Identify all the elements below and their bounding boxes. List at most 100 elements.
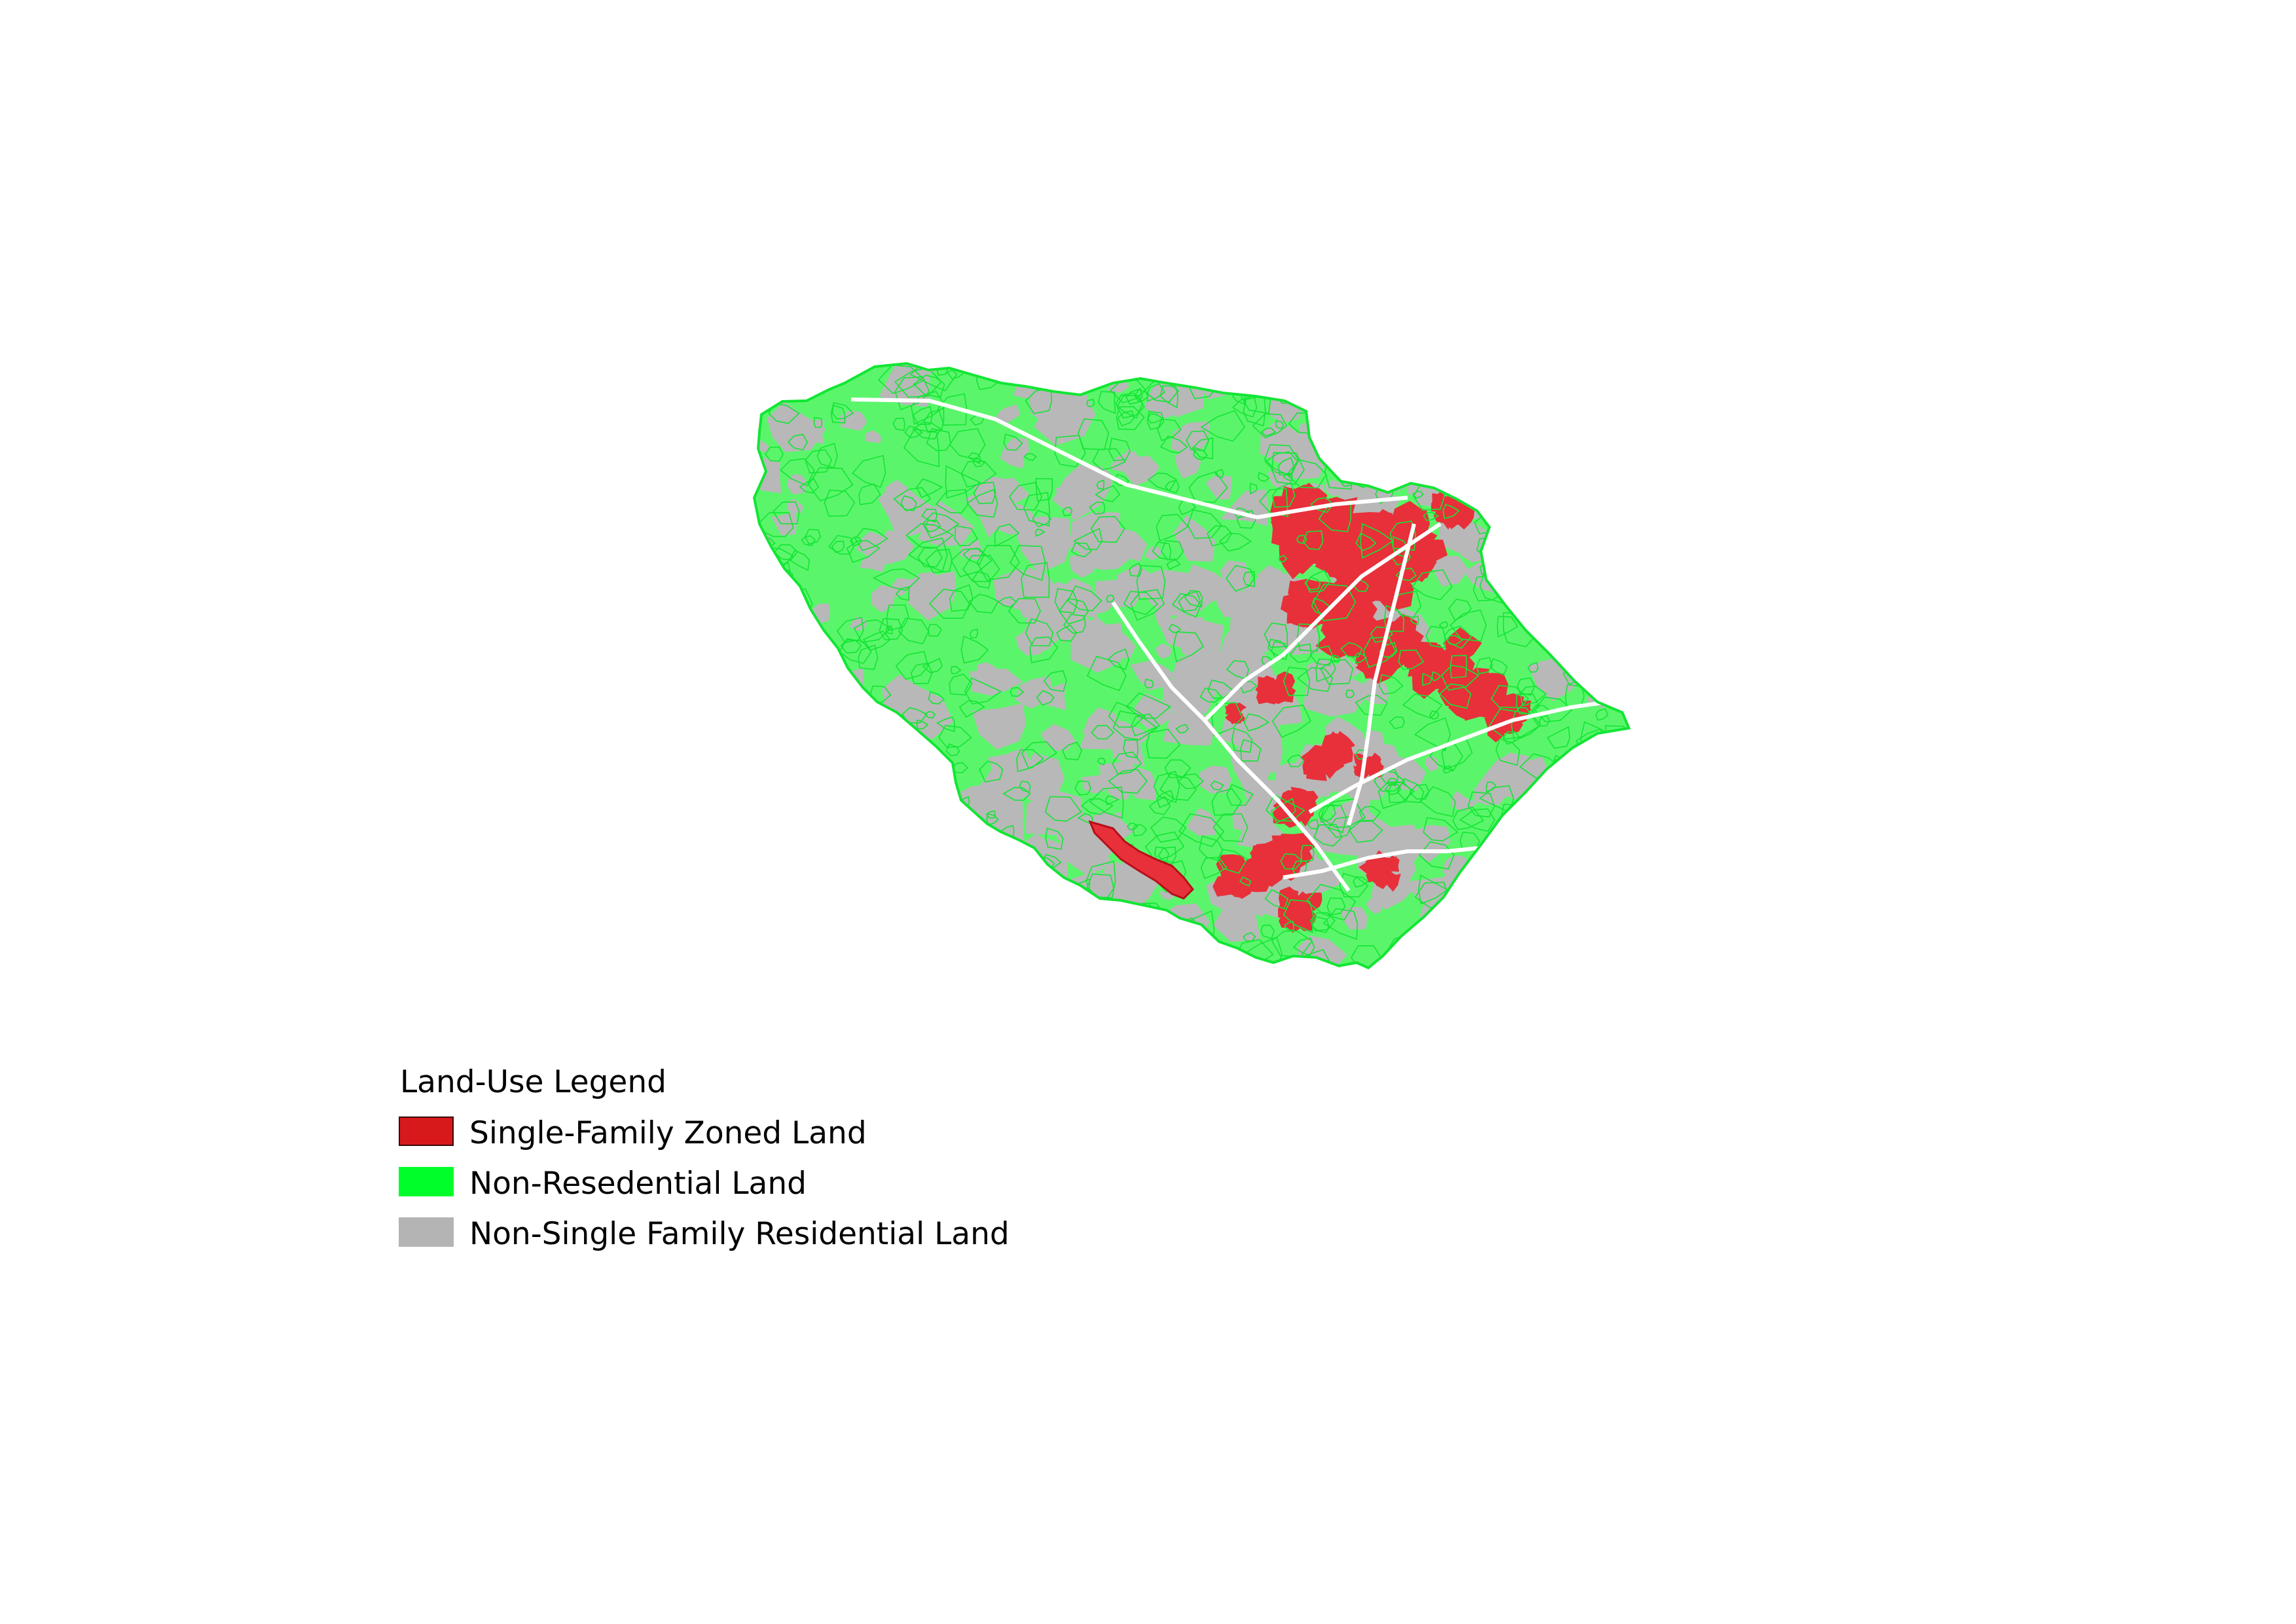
parcel-boundary (1096, 479, 1104, 490)
residential-parcel (1130, 661, 1175, 691)
parcel-boundary (1594, 461, 1619, 478)
parcel-boundary (1556, 831, 1586, 860)
residential-parcel (754, 648, 779, 683)
parcel-boundary (1129, 563, 1142, 577)
parcel-boundary (1034, 894, 1046, 905)
parcel-boundary (928, 691, 945, 705)
parcel-boundary (1106, 595, 1115, 603)
parcel-boundary (1492, 831, 1510, 850)
parcel-boundary (1590, 750, 1608, 771)
parcel-boundary (951, 872, 962, 882)
parcel-boundary (1529, 392, 1551, 410)
parcel-boundary (1601, 857, 1629, 886)
parcel-boundary (973, 912, 1004, 936)
parcel-boundary (1282, 363, 1311, 385)
parcel-boundary (884, 938, 907, 960)
parcel-boundary (757, 595, 784, 624)
single-family-parcel (1296, 912, 1313, 931)
residential-parcel (909, 902, 938, 932)
parcel-boundary (1567, 837, 1601, 859)
parcel-boundary (805, 449, 833, 474)
parcel-boundary (1332, 443, 1351, 461)
parcel-boundary (1285, 366, 1300, 380)
legend-label-non-single-family-residential: Non-Single Family Residential Land (469, 1216, 1010, 1252)
parcel-boundary (1508, 935, 1528, 962)
parcel-boundary (808, 467, 854, 502)
residential-parcel (1133, 693, 1175, 729)
residential-parcel (885, 769, 913, 797)
parcel-boundary (1159, 385, 1179, 409)
parcel-boundary (1192, 932, 1205, 944)
parcel-boundary (930, 894, 955, 910)
parcel-boundary (805, 951, 847, 968)
parcel-boundary (1546, 481, 1573, 508)
parcel-boundary (1091, 725, 1115, 740)
parcel-boundary (1442, 384, 1453, 396)
parcel-boundary (1439, 683, 1472, 709)
parcel-boundary (1592, 442, 1614, 465)
parcel-boundary (1380, 769, 1399, 786)
parcel-boundary (1313, 824, 1343, 847)
parcel-boundary (1491, 685, 1529, 712)
parcel-boundary (916, 719, 929, 729)
residential-parcel (1144, 377, 1190, 418)
parcel-boundary (892, 417, 905, 432)
single-family-parcel (1303, 758, 1327, 781)
parcel-boundary (1211, 788, 1243, 816)
road-network-layer (850, 397, 1618, 892)
parcel-boundary (1353, 652, 1368, 664)
parcel-boundary (1510, 409, 1536, 435)
residential-parcel (1015, 676, 1053, 709)
single-family-parcel (1364, 756, 1382, 768)
residential-parcel (804, 814, 843, 849)
parcel-boundary (1159, 773, 1197, 801)
residential-parcel (977, 662, 998, 677)
parcel-boundary (1558, 921, 1599, 951)
parcel-boundary (1278, 555, 1288, 563)
parcel-boundary (765, 710, 775, 722)
residential-parcel (909, 901, 938, 932)
parcel-boundary (1166, 559, 1181, 570)
parcel-boundary (1358, 805, 1381, 821)
parcel-boundary (856, 832, 892, 861)
road (1111, 601, 1351, 892)
parcel-boundary (1165, 479, 1180, 494)
parcel-boundary (1161, 540, 1184, 561)
parcel-boundary (1486, 907, 1523, 932)
parcel-boundary (1271, 705, 1311, 738)
parcel-boundary (954, 811, 977, 835)
parcel-boundary (1382, 406, 1404, 422)
parcel-boundary (922, 512, 960, 539)
parcel-boundary (1097, 391, 1116, 415)
legend-label-single-family: Single-Family Zoned Land (469, 1115, 867, 1151)
parcel-boundary (1287, 754, 1305, 767)
parcel-boundary (1519, 552, 1553, 581)
parcel-boundary (1576, 430, 1623, 460)
parcel-boundary (1218, 532, 1252, 552)
residential-parcel (1011, 929, 1057, 968)
single-family-parcel (1261, 682, 1278, 696)
parcel-boundary (1146, 411, 1165, 430)
parcel-boundary (1387, 777, 1398, 786)
residential-parcel (1152, 573, 1196, 608)
residential-parcel (790, 815, 805, 828)
parcel-boundary (1074, 780, 1091, 796)
parcel-boundary (1108, 437, 1131, 462)
single-family-parcel (1455, 510, 1474, 530)
parcel-boundary (939, 906, 961, 915)
river-edge-single-family (1088, 820, 1194, 900)
residential-parcel (1170, 363, 1207, 382)
parcel-boundary (1522, 833, 1537, 840)
parcel-boundary (1589, 399, 1604, 417)
parcel-boundary (1410, 615, 1419, 625)
residential-parcel (1085, 644, 1104, 659)
parcel-boundary (1360, 523, 1394, 559)
parcel-boundary (1175, 724, 1190, 734)
parcel-boundary (1178, 813, 1225, 847)
parcel-boundary (962, 555, 1000, 582)
parcel-boundary (1391, 438, 1417, 462)
residential-parcel (917, 500, 975, 547)
parcel-boundary (902, 707, 928, 724)
parcel-boundary (1459, 390, 1478, 405)
parcel-boundary (1199, 688, 1223, 703)
